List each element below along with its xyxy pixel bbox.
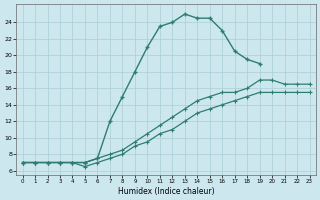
- X-axis label: Humidex (Indice chaleur): Humidex (Indice chaleur): [118, 187, 214, 196]
